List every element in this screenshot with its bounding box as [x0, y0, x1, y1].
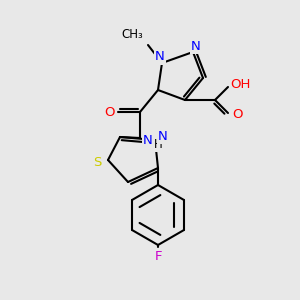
Text: OH: OH [230, 79, 250, 92]
Text: CH₃: CH₃ [121, 28, 143, 41]
Text: N: N [143, 134, 153, 146]
Text: N: N [191, 40, 201, 52]
Text: N: N [155, 50, 165, 64]
Text: O: O [104, 106, 115, 118]
Text: F: F [154, 250, 162, 263]
Text: N: N [158, 130, 168, 142]
Text: O: O [232, 109, 242, 122]
Text: H: H [154, 137, 162, 151]
Text: S: S [94, 157, 102, 169]
